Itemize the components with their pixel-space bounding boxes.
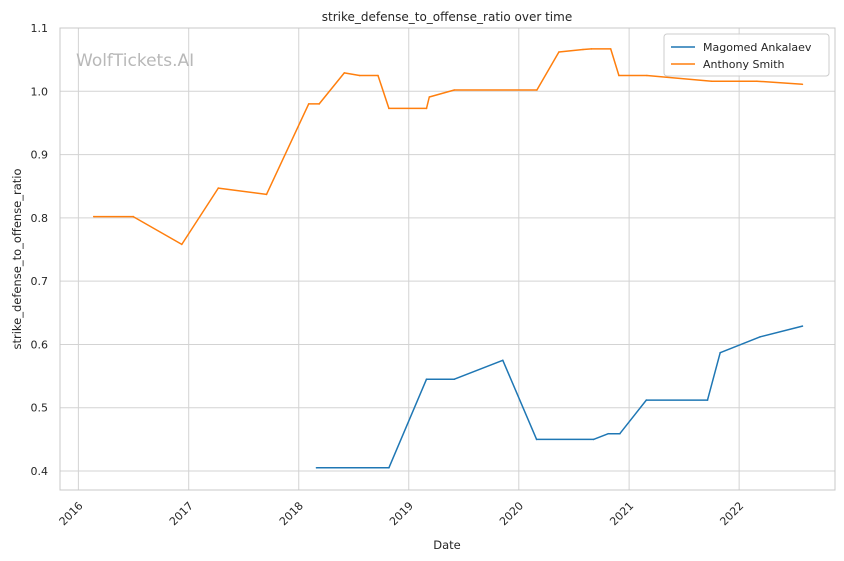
legend: Magomed Ankalaev Anthony Smith — [663, 33, 830, 77]
data-point-anthony-smith — [801, 83, 804, 86]
y-tick-label: 0.4 — [31, 465, 49, 478]
data-point-anthony-smith — [181, 243, 183, 246]
legend-label-anthony-smith: Anthony Smith — [703, 58, 785, 71]
series-line-magomed-ankalaev — [316, 325, 803, 469]
data-point-anthony-smith — [425, 107, 428, 110]
data-point-anthony-smith — [582, 48, 584, 51]
data-point-anthony-smith — [536, 89, 538, 91]
data-point-anthony-smith — [609, 48, 612, 50]
data-point-anthony-smith — [307, 103, 310, 105]
data-point-anthony-smith — [590, 48, 593, 50]
plot-frame — [59, 27, 836, 491]
data-point-magomed-ankalaev — [607, 432, 610, 435]
y-tick-labels: 0.4 0.5 0.6 0.7 0.8 0.9 1.0 1.1 — [31, 22, 49, 478]
series-lines — [93, 48, 804, 469]
y-tick-label: 1.0 — [31, 85, 49, 98]
data-point-anthony-smith — [132, 215, 134, 218]
y-tick-label: 0.6 — [31, 338, 49, 351]
data-point-magomed-ankalaev — [719, 351, 721, 354]
y-axis-label: strike_defense_to_offense_ratio — [10, 168, 24, 349]
data-point-anthony-smith — [558, 51, 560, 53]
data-point-anthony-smith — [217, 187, 220, 189]
data-point-magomed-ankalaev — [388, 467, 390, 469]
data-point-anthony-smith — [618, 74, 620, 77]
data-point-magomed-ankalaev — [759, 336, 761, 338]
data-point-anthony-smith — [710, 80, 713, 82]
legend-box — [663, 33, 830, 77]
data-point-anthony-smith — [318, 103, 321, 105]
data-point-anthony-smith — [453, 89, 456, 91]
data-point-magomed-ankalaev — [453, 378, 456, 381]
data-point-anthony-smith — [358, 74, 361, 77]
data-point-magomed-ankalaev — [645, 399, 648, 401]
y-tick-label: 0.9 — [31, 149, 49, 162]
data-point-anthony-smith — [756, 80, 758, 82]
data-point-magomed-ankalaev — [315, 467, 318, 469]
data-point-magomed-ankalaev — [592, 438, 595, 441]
data-point-anthony-smith — [646, 74, 648, 77]
chart-title: strike_defense_to_offense_ratio over tim… — [322, 10, 572, 24]
data-point-anthony-smith — [428, 96, 431, 98]
y-tick-label: 0.5 — [31, 402, 49, 415]
data-point-magomed-ankalaev — [425, 378, 428, 381]
data-point-anthony-smith — [377, 74, 379, 77]
data-point-magomed-ankalaev — [706, 399, 709, 401]
data-point-magomed-ankalaev — [502, 359, 504, 362]
data-point-anthony-smith — [265, 193, 268, 196]
data-point-anthony-smith — [343, 72, 346, 74]
data-point-magomed-ankalaev — [535, 438, 538, 441]
legend-label-magomed-ankalaev: Magomed Ankalaev — [703, 41, 812, 54]
data-point-magomed-ankalaev — [801, 325, 804, 327]
data-point-anthony-smith — [388, 107, 390, 110]
data-point-magomed-ankalaev — [619, 432, 621, 435]
y-tick-label: 0.8 — [31, 212, 49, 225]
series-line-anthony-smith — [93, 48, 803, 246]
y-tick-label: 0.7 — [31, 275, 49, 288]
watermark-text: WolfTickets.AI — [76, 51, 194, 71]
y-tick-label: 1.1 — [31, 22, 49, 35]
data-point-anthony-smith — [93, 215, 95, 218]
x-axis-label: Date — [433, 538, 461, 552]
